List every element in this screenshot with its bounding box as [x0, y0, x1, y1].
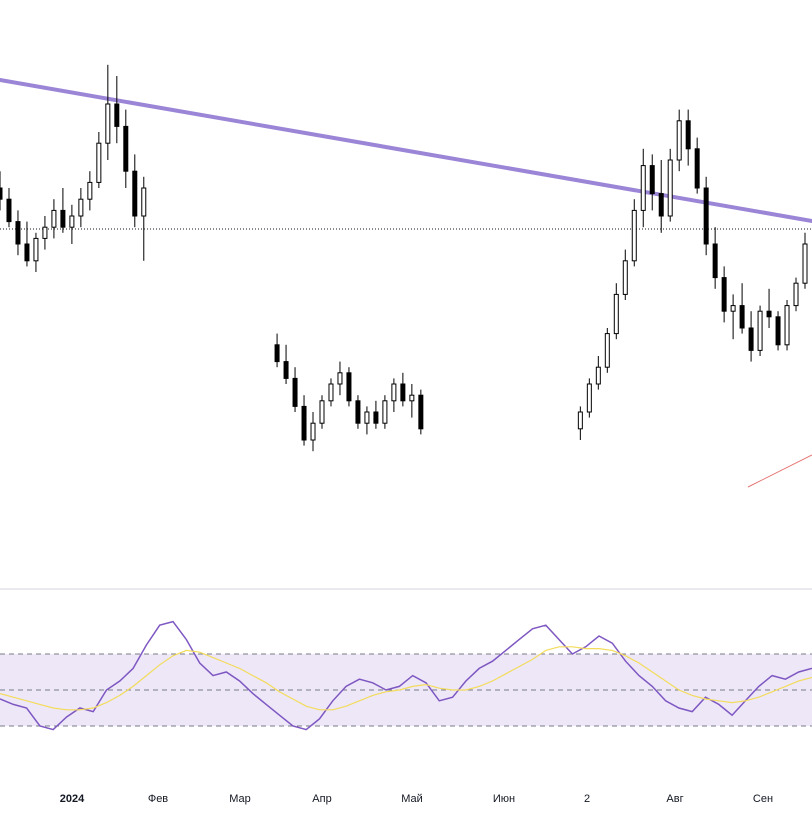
candle-body: [87, 181, 93, 200]
x-tick-label: 2024: [60, 793, 85, 805]
candle-body: [382, 400, 388, 424]
candle-body: [613, 293, 619, 335]
candle-body: [141, 187, 147, 217]
candle-body: [33, 237, 39, 262]
candle-body: [60, 209, 66, 228]
x-tick-label: Фев: [148, 793, 168, 805]
candle-body: [685, 120, 691, 150]
candle-body: [42, 226, 48, 239]
candle-body: [631, 209, 637, 262]
candle-body: [586, 383, 592, 413]
candle-body: [78, 198, 84, 217]
candle-body: [409, 394, 415, 402]
candle-body: [649, 165, 655, 195]
candle-body: [105, 103, 111, 144]
x-tick-label: 2: [584, 793, 590, 805]
candle-body: [328, 383, 334, 402]
candle-body: [337, 372, 343, 385]
candle-body: [301, 405, 307, 441]
x-tick-label: Май: [401, 793, 423, 805]
candle-body: [310, 422, 316, 441]
candle-body: [775, 316, 781, 346]
candle-body: [757, 310, 763, 351]
candle-body: [739, 305, 745, 329]
support-trendline: [747, 454, 812, 488]
candle-body: [640, 165, 646, 211]
candle-body: [292, 377, 298, 407]
candle-body: [6, 198, 12, 223]
candle-body: [712, 243, 718, 279]
candle-body: [730, 305, 736, 312]
price-pane: [0, 64, 812, 488]
candle-body: [793, 282, 799, 307]
candle-body: [667, 159, 673, 217]
candle-body: [346, 372, 352, 402]
candle-body: [748, 327, 754, 351]
resistance-trendline: [0, 78, 812, 223]
candle-body: [784, 305, 790, 346]
x-tick-label: Мар: [229, 793, 251, 805]
x-tick-label: Сен: [753, 793, 773, 805]
candle-body: [400, 383, 406, 402]
candle-body: [283, 361, 289, 379]
candle-body: [96, 142, 102, 183]
candle-body: [364, 411, 370, 424]
candle-body: [123, 125, 129, 172]
candle-body: [373, 411, 379, 424]
rsi-ma-line: [0, 646, 812, 711]
rsi-pane: [0, 620, 812, 731]
candle-body: [622, 260, 628, 295]
rsi-line: [0, 620, 812, 731]
candle-body: [274, 344, 280, 363]
candle-body: [69, 215, 75, 228]
x-tick-label: Июн: [493, 793, 515, 805]
candle-body: [114, 103, 120, 127]
candle-body: [418, 394, 424, 430]
candle-body: [51, 209, 57, 228]
candle-body: [24, 243, 30, 262]
candle-body: [355, 400, 361, 424]
x-tick-label: Апр: [312, 793, 331, 805]
candle-body: [595, 366, 601, 385]
candle-body: [577, 411, 583, 430]
candle-body: [676, 120, 682, 161]
candle-body: [15, 221, 21, 245]
candle-body: [721, 277, 727, 312]
candle-body: [658, 193, 664, 217]
candle-body: [703, 187, 709, 245]
candle-body: [0, 187, 3, 200]
time-axis: 2024 Фев Мар Апр Май Июн 2 Авг Сен: [60, 793, 773, 805]
candle-body: [391, 383, 397, 402]
candle-body: [132, 170, 138, 217]
candle-body: [319, 400, 325, 424]
candle-body: [604, 333, 610, 368]
candle-body: [694, 148, 700, 189]
x-tick-label: Авг: [666, 793, 683, 805]
candle-body: [766, 310, 772, 318]
candle-body: [802, 243, 808, 284]
